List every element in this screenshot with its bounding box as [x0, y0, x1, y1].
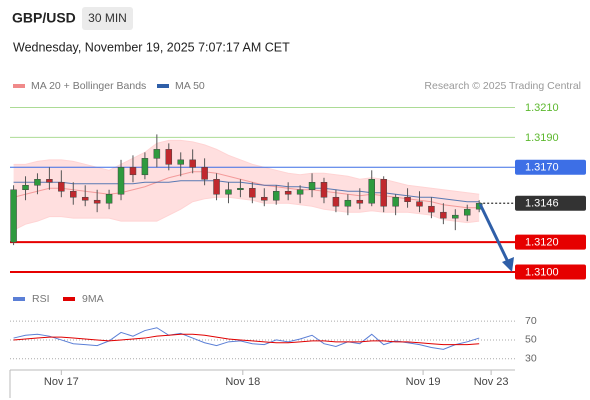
candle-body: [213, 179, 220, 195]
candle-body: [368, 179, 375, 204]
source: Research © 2025 Trading Central: [424, 80, 581, 92]
candle-body: [165, 149, 173, 165]
level-label: 1.3190: [525, 132, 559, 144]
y-tick-label: 50: [525, 334, 537, 346]
candle-body: [129, 167, 137, 176]
candle-body: [463, 208, 471, 216]
y-tick-label: 30: [525, 353, 537, 365]
level-label: 1.3146: [525, 198, 559, 210]
candle-body: [153, 149, 161, 159]
symbol: GBP/USD: [12, 10, 76, 26]
candle-body: [93, 199, 101, 204]
candle-body: [58, 182, 65, 192]
arrow-head: [502, 257, 514, 272]
bollinger-lower: [13, 196, 480, 231]
candle-body: [46, 179, 53, 183]
candle-body: [177, 159, 184, 165]
bollinger-upper: [13, 139, 480, 195]
candle-body: [332, 196, 340, 207]
x-tick-label: Nov 17: [44, 376, 79, 388]
legend-label: 9MA: [82, 293, 104, 305]
datetime: Wednesday, November 19, 2025 7:07:17 AM …: [13, 40, 290, 54]
candle-body: [296, 189, 304, 195]
candle-body: [272, 190, 280, 201]
candle-body: [416, 201, 423, 207]
candle-body: [440, 211, 447, 219]
x-tick-label: Nov 23: [474, 376, 509, 388]
moving-average: [13, 171, 480, 209]
candle-body: [201, 167, 208, 180]
x-tick-label: Nov 19: [406, 376, 441, 388]
legend-label: MA 20 + Bollinger Bands: [31, 80, 146, 92]
legend-label: RSI: [32, 293, 50, 305]
candle-body: [452, 214, 459, 219]
level-label: 1.3100: [525, 266, 559, 278]
candle-body: [284, 190, 292, 195]
candle-body: [380, 179, 387, 207]
indicator-line: [13, 333, 480, 346]
candle-body: [105, 193, 113, 204]
level-label-box: [515, 234, 586, 250]
legend-label: MA 50: [175, 80, 205, 92]
candle-body: [237, 188, 244, 191]
candle-body: [356, 199, 364, 204]
candle-body: [404, 196, 411, 202]
level-label: 1.3170: [525, 162, 559, 174]
candle-body: [249, 188, 256, 198]
candle-body: [81, 196, 89, 201]
candle-body: [70, 190, 77, 198]
moving-average: [13, 180, 480, 203]
x-tick-label: Nov 18: [225, 376, 260, 388]
candle-body: [261, 196, 268, 201]
y-tick-label: 70: [525, 315, 537, 327]
candle-body: [189, 159, 196, 168]
candle-body: [10, 189, 17, 243]
candle-body: [225, 189, 232, 195]
timeframe-button[interactable]: [82, 7, 133, 30]
candle-body: [117, 167, 125, 195]
level-label-box: [515, 195, 586, 211]
level-label-box: [515, 264, 586, 280]
candle-body: [320, 182, 328, 198]
candle-body: [428, 205, 435, 213]
candle-body: [34, 179, 41, 186]
candle-body: [392, 196, 399, 207]
level-label: 1.3120: [525, 237, 559, 249]
candle-body: [141, 158, 149, 176]
candle-body: [22, 185, 29, 191]
candle-body: [344, 199, 352, 207]
bollinger-band: [13, 140, 480, 231]
candle-body: [308, 182, 316, 191]
level-label: 1.3210: [525, 102, 559, 114]
timeframe[interactable]: 30 MIN: [88, 11, 127, 25]
level-label-box: [515, 159, 586, 175]
forecast-arrow: [478, 203, 510, 263]
